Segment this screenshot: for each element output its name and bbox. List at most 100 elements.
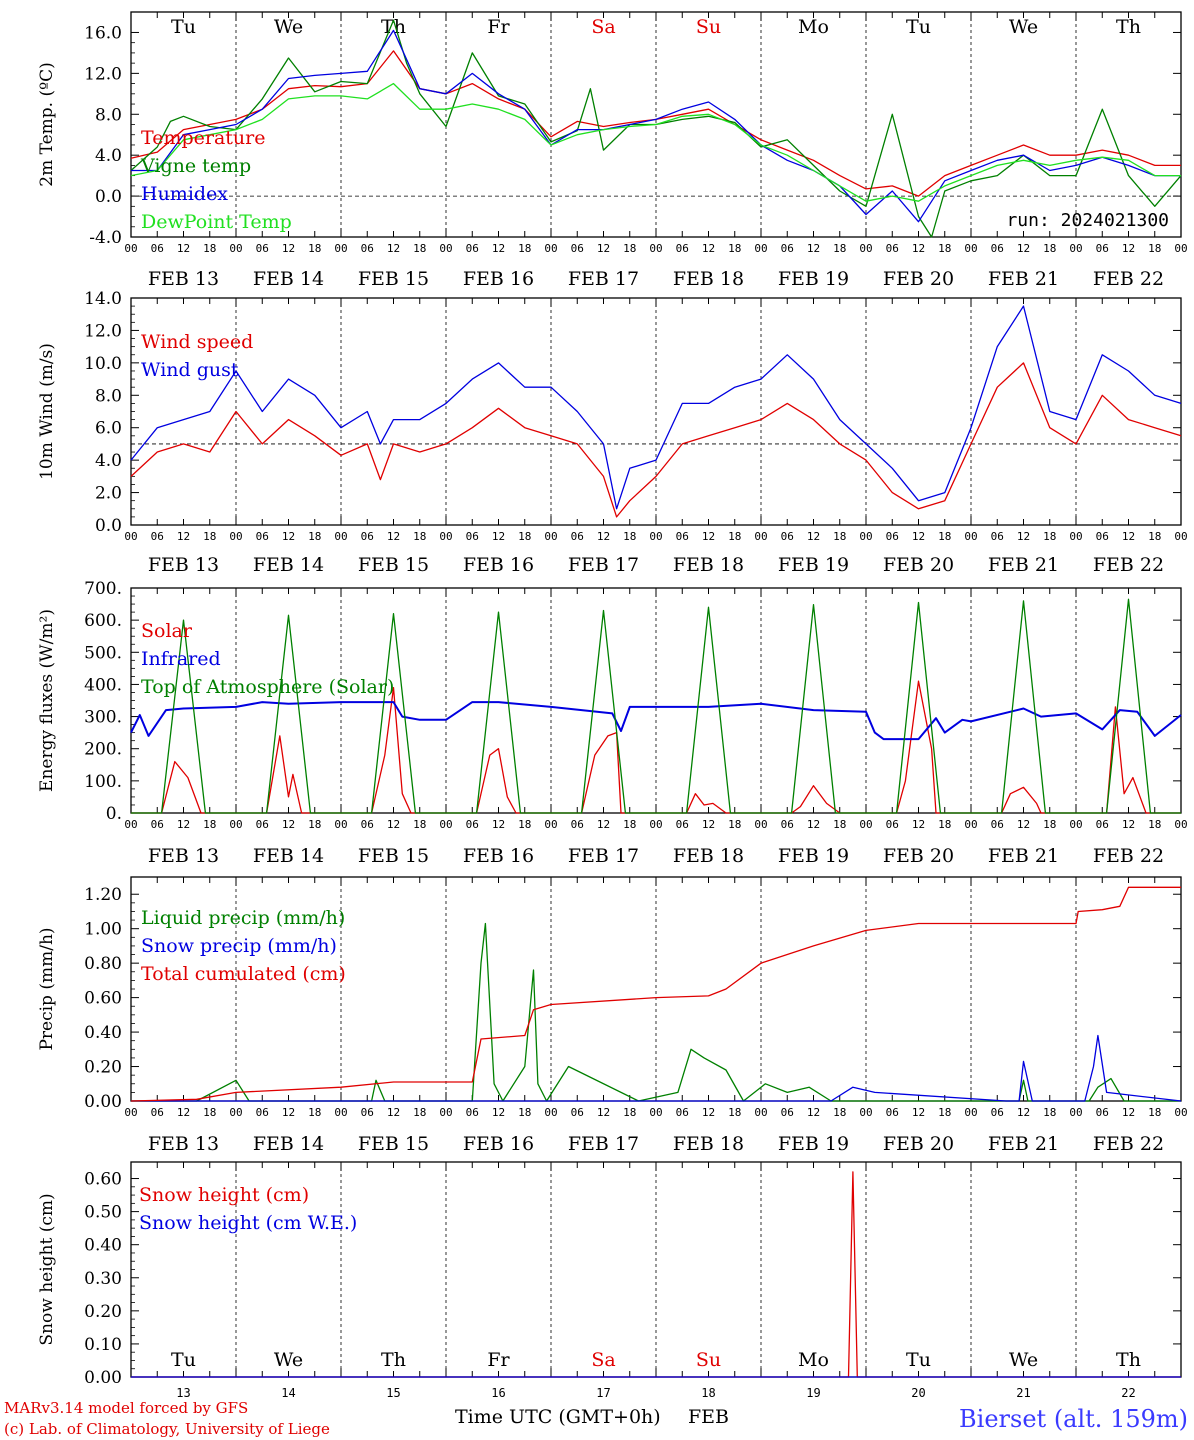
y-tick-label: 0.20 [84,1302,122,1322]
x-tick-label: 12 [807,1106,820,1119]
x-tick-label: 00 [439,818,452,831]
x-tick-label: 00 [1069,242,1082,255]
x-tick-label: 18 [938,1106,951,1119]
x-tick-label: 18 [1043,818,1056,831]
date-label: FEB 14 [253,1133,324,1155]
x-tick-label: 06 [886,1106,899,1119]
x-tick-label: 12 [282,1106,295,1119]
date-label: FEB 19 [778,1133,849,1155]
weekday-label: Th [381,1349,406,1371]
x-tick-label: 12 [492,1106,505,1119]
date-label: FEB 18 [673,554,744,576]
legend-entry: Liquid precip (mm/h) [141,907,345,929]
x-tick-label: 06 [1096,530,1109,543]
y-tick-label: -4.0 [89,228,122,248]
x-tick-label: 06 [151,1106,164,1119]
x-tick-label: 06 [466,1106,479,1119]
date-label: FEB 16 [463,1133,534,1155]
y-tick-label: 300. [84,708,122,728]
day-number-label: 13 [176,1386,190,1400]
date-label: FEB 16 [463,554,534,576]
date-label: FEB 17 [568,845,639,867]
x-tick-label: 12 [387,818,400,831]
series-line-wind-gust [130,305,1182,510]
x-tick-label: 00 [334,1106,347,1119]
date-label: FEB 16 [463,845,534,867]
y-axis-label: Energy fluxes (W/m²) [37,609,57,792]
x-tick-label: 18 [203,242,216,255]
x-tick-label: 12 [1122,1106,1135,1119]
date-label: FEB 14 [253,554,324,576]
date-label: FEB 19 [778,554,849,576]
x-tick-label: 06 [781,242,794,255]
y-tick-label: 4.0 [95,146,122,166]
weekday-label: We [274,1349,303,1371]
x-tick-label: 18 [203,818,216,831]
day-number-label: 22 [1121,1386,1135,1400]
x-tick-label: 12 [597,242,610,255]
x-tick-label: 06 [256,530,269,543]
y-tick-label: 200. [84,740,122,760]
date-label: FEB 22 [1093,845,1164,867]
y-tick-label: 400. [84,675,122,695]
x-tick-label: 18 [1043,242,1056,255]
x-tick-label: 06 [676,1106,689,1119]
date-label: FEB 19 [778,845,849,867]
legend-entry: Temperature [141,127,265,149]
series-line-total-cumulated-cm- [130,886,1181,1102]
x-tick-label: 06 [1096,818,1109,831]
x-tick-label: 06 [571,1106,584,1119]
date-label: FEB 17 [568,554,639,576]
x-tick-label: 18 [308,242,321,255]
panel-4: 00 06 12 18 00 06 12 18 00 06 12 18 00 06 12 18 00 06 12 18… [37,876,1188,1155]
y-tick-label: 0.60 [84,989,122,1009]
legend-entry: Wind speed [141,331,253,353]
x-tick-label: 06 [991,530,1004,543]
x-tick-label: 18 [413,818,426,831]
x-tick-label: 00 [439,530,452,543]
x-tick-label: 00 [124,818,137,831]
day-number-label: 14 [281,1386,295,1400]
x-tick-label: 18 [938,818,951,831]
x-tick-label: 06 [991,818,1004,831]
y-tick-label: 16.0 [84,23,122,43]
legend-entry: Top of Atmosphere (Solar) [141,676,394,698]
legend-entry: Total cumulated (cm) [141,963,346,985]
x-tick-label: 18 [833,242,846,255]
y-tick-label: 0.0 [95,187,122,207]
date-label: FEB 16 [463,268,534,290]
date-label: FEB 22 [1093,554,1164,576]
legend-entry: Snow precip (mm/h) [141,935,337,957]
day-number-label: 19 [806,1386,820,1400]
y-tick-label: 0.0 [95,516,122,536]
weekday-label: Th [381,16,406,38]
x-tick-label: 00 [1174,818,1187,831]
y-tick-label: 100. [84,772,122,792]
x-tick-label: 00 [544,530,557,543]
x-tick-label: 00 [754,530,767,543]
date-label: FEB 13 [148,268,219,290]
x-tick-label: 18 [308,530,321,543]
weekday-label: Fr [487,1349,510,1371]
x-tick-label: 12 [597,1106,610,1119]
y-tick-label: 0.00 [84,1092,122,1112]
x-tick-label: 12 [387,242,400,255]
x-tick-label: 00 [754,818,767,831]
y-axis-label: 10m Wind (m/s) [37,343,57,480]
x-tick-label: 00 [859,242,872,255]
y-tick-label: 500. [84,643,122,663]
x-tick-label: 12 [1122,242,1135,255]
x-tick-label: 12 [282,818,295,831]
x-tick-label: 12 [807,818,820,831]
y-tick-label: 14.0 [84,289,122,309]
x-tick-label: 00 [754,242,767,255]
y-tick-label: 0.30 [84,1269,122,1289]
date-label: FEB 20 [883,845,954,867]
y-tick-label: 1.20 [84,885,122,905]
x-tick-label: 12 [1122,530,1135,543]
legend-entry: DewPoint Temp [141,211,292,233]
x-tick-label: 12 [387,1106,400,1119]
x-tick-label: 06 [676,530,689,543]
x-tick-label: 00 [649,1106,662,1119]
weekday-label: Tu [171,1349,196,1371]
